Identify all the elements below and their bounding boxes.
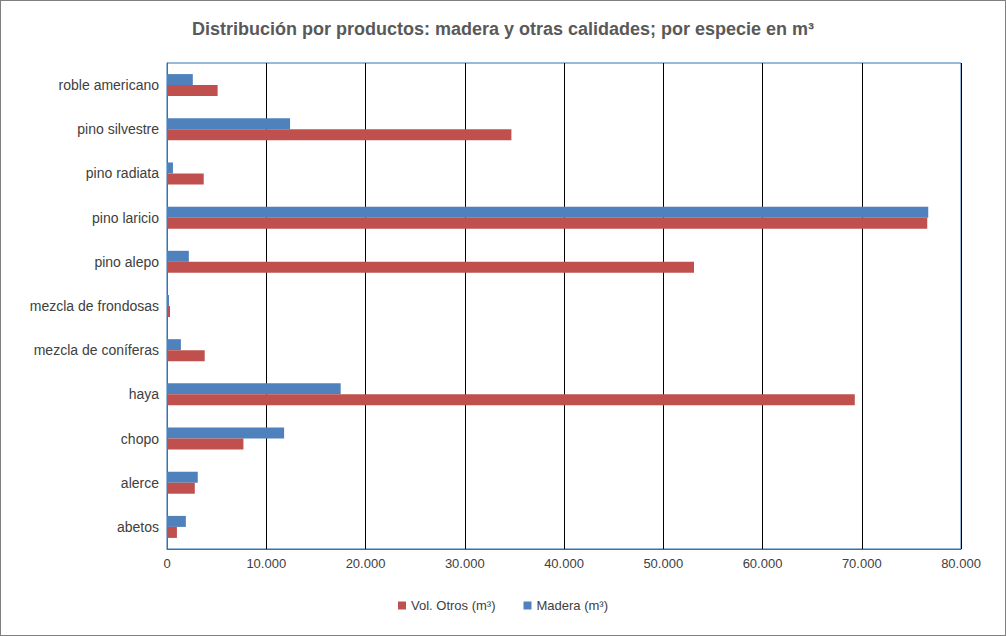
svg-text:20.000: 20.000 — [346, 556, 386, 571]
svg-text:pino radiata: pino radiata — [86, 165, 159, 181]
svg-text:pino alepo: pino alepo — [94, 254, 159, 270]
svg-text:50.000: 50.000 — [643, 556, 683, 571]
svg-text:chopo: chopo — [121, 431, 159, 447]
svg-text:mezcla de coníferas: mezcla de coníferas — [34, 342, 159, 358]
svg-text:30.000: 30.000 — [445, 556, 485, 571]
svg-text:abetos: abetos — [117, 519, 159, 535]
svg-text:0: 0 — [163, 556, 170, 571]
svg-text:Distribución por productos: ma: Distribución por productos: madera y otr… — [192, 19, 814, 39]
svg-text:haya: haya — [129, 386, 160, 402]
svg-text:alerce: alerce — [121, 475, 159, 491]
svg-text:60.000: 60.000 — [743, 556, 783, 571]
svg-text:pino silvestre: pino silvestre — [77, 121, 159, 137]
svg-text:40.000: 40.000 — [544, 556, 584, 571]
svg-text:pino laricio: pino laricio — [92, 210, 159, 226]
svg-text:Vol. Otros (m³): Vol. Otros (m³) — [411, 598, 496, 613]
svg-text:10.000: 10.000 — [246, 556, 286, 571]
svg-text:70.000: 70.000 — [842, 556, 882, 571]
svg-text:Madera (m³): Madera (m³) — [537, 598, 609, 613]
svg-text:mezcla de frondosas: mezcla de frondosas — [30, 298, 159, 314]
svg-text:roble americano: roble americano — [59, 77, 160, 93]
svg-text:80.000: 80.000 — [941, 556, 981, 571]
